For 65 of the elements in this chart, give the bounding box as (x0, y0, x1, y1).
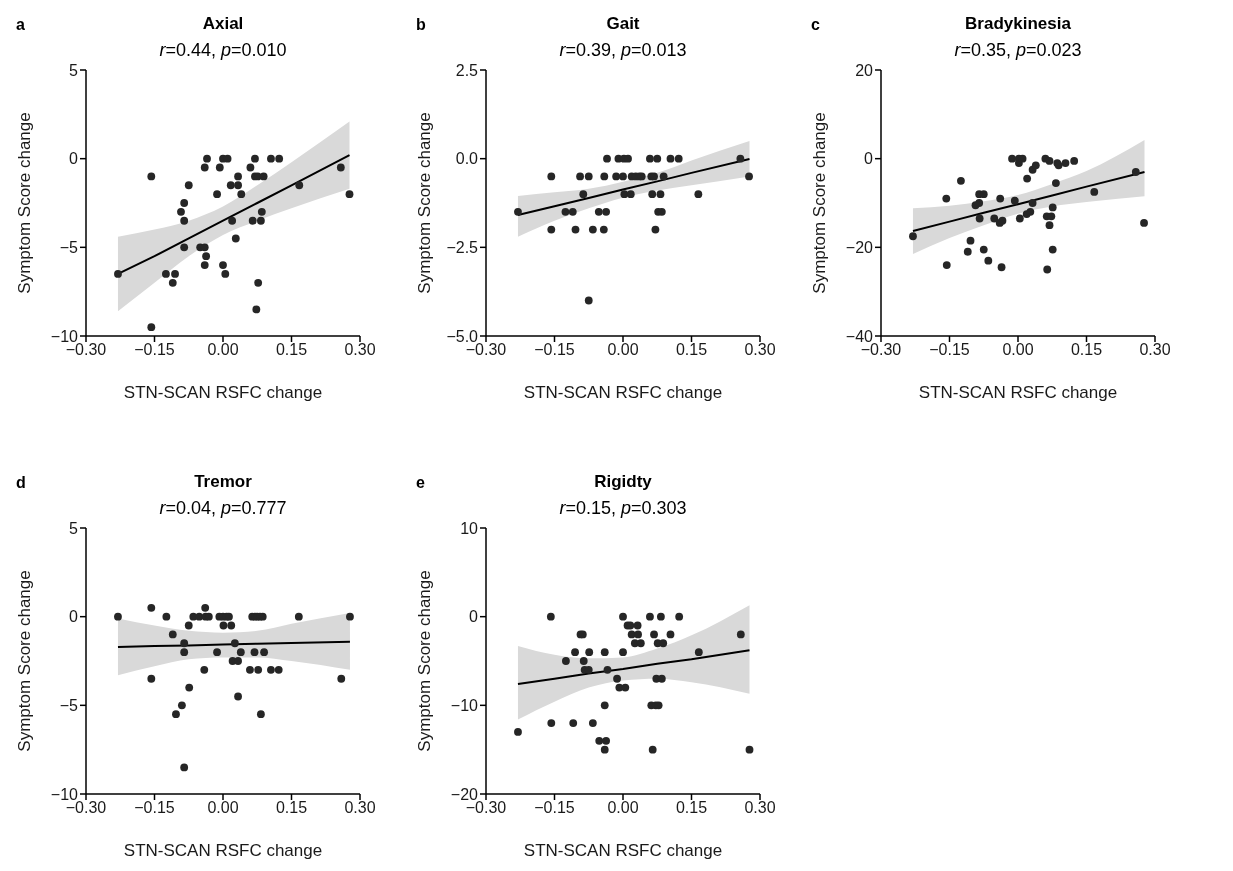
text: r=0.15, p=0.303 (559, 498, 687, 518)
y-tick-label: 0 (469, 608, 479, 626)
x-tick-label: 0.30 (1139, 341, 1171, 359)
x-tick-label: 0.00 (607, 341, 639, 359)
text: r=0.04, p=0.777 (159, 498, 287, 518)
x-tick-label: −0.15 (134, 341, 175, 359)
x-axis-title: STN-SCAN RSFC change (918, 383, 1118, 402)
y-axis-title: Symptom Score change (415, 112, 435, 294)
y-tick-label: 5 (69, 61, 79, 79)
x-axis-title: STN-SCAN RSFC change (523, 841, 723, 860)
y-tick-label: 10 (460, 519, 479, 537)
y-tick-label: 20 (855, 61, 874, 79)
y-tick-label: −20 (845, 239, 874, 257)
chart-title: Gait (605, 14, 641, 34)
x-tick-label: −0.30 (65, 799, 107, 817)
text: c (811, 16, 820, 34)
y-tick-label: −5 (59, 239, 79, 257)
y-axis-title: Symptom Score change (415, 570, 435, 752)
y-axis-title: Symptom Score change (15, 112, 35, 294)
text: b (416, 16, 426, 34)
y-tick-label: 0 (69, 608, 79, 626)
x-tick-label: −0.15 (534, 341, 575, 359)
x-tick-label: 0.30 (744, 341, 776, 359)
x-tick-label: 0.15 (275, 799, 308, 817)
text: a (16, 16, 25, 34)
x-tick-label: −0.30 (860, 341, 902, 359)
x-tick-label: −0.15 (929, 341, 970, 359)
x-tick-label: 0.00 (207, 341, 239, 359)
y-tick-label: 5 (69, 519, 79, 537)
x-tick-label: −0.15 (534, 799, 575, 817)
y-tick-label: 0 (864, 150, 874, 168)
x-tick-label: 0.15 (1070, 341, 1103, 359)
y-axis-title: Symptom Score change (15, 570, 35, 752)
x-tick-label: 0.15 (675, 799, 708, 817)
x-tick-label: 0.30 (344, 341, 376, 359)
x-tick-label: −0.30 (65, 341, 107, 359)
text: r=0.39, p=0.013 (559, 40, 687, 60)
x-tick-label: 0.15 (675, 341, 708, 359)
x-tick-label: 0.00 (207, 799, 239, 817)
text: d (16, 474, 26, 492)
x-tick-label: −0.30 (465, 799, 507, 817)
text: e (416, 474, 425, 492)
x-axis-title: STN-SCAN RSFC change (123, 841, 323, 860)
y-axis-title: Symptom Score change (810, 112, 830, 294)
x-tick-label: 0.00 (607, 799, 639, 817)
x-tick-label: 0.15 (275, 341, 308, 359)
chart-title: Tremor (193, 472, 253, 492)
y-tick-label: −10 (450, 697, 479, 715)
x-tick-label: −0.30 (465, 341, 507, 359)
y-tick-label: 0 (69, 150, 79, 168)
text: r=0.44, p=0.010 (159, 40, 287, 60)
x-tick-label: −0.15 (134, 799, 175, 817)
y-tick-label: 0.0 (455, 150, 479, 168)
x-tick-label: 0.30 (344, 799, 376, 817)
x-tick-label: 0.30 (744, 799, 776, 817)
x-tick-label: 0.00 (1002, 341, 1034, 359)
chart-title: Bradykinesia (964, 14, 1072, 34)
chart-title: Axial (201, 14, 245, 34)
y-tick-label: −5 (59, 697, 79, 715)
y-tick-label: 2.5 (455, 61, 479, 79)
x-axis-title: STN-SCAN RSFC change (523, 383, 723, 402)
chart-title: Rigidty (593, 472, 653, 492)
x-axis-title: STN-SCAN RSFC change (123, 383, 323, 402)
text: r=0.35, p=0.023 (954, 40, 1082, 60)
y-tick-label: −2.5 (446, 239, 479, 257)
